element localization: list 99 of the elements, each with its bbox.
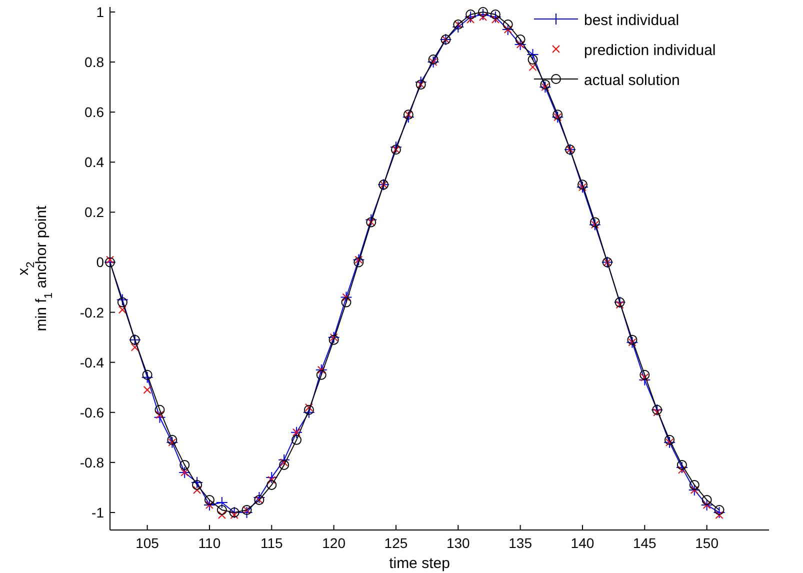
point	[341, 297, 352, 308]
point	[676, 460, 687, 470]
x-tick-label: 135	[508, 535, 532, 551]
y-tick-label: 0.2	[84, 204, 104, 220]
y-tick-label: -0.2	[80, 304, 104, 320]
point	[477, 8, 490, 21]
point	[304, 403, 313, 412]
x-tick-label: 105	[136, 535, 160, 551]
point	[154, 404, 165, 415]
point	[640, 370, 650, 380]
point	[715, 510, 724, 519]
point	[268, 476, 276, 484]
point	[116, 294, 128, 306]
point	[354, 257, 364, 268]
point	[292, 434, 302, 445]
point	[141, 371, 154, 384]
point	[464, 11, 477, 24]
point	[526, 48, 539, 61]
point	[193, 486, 202, 494]
x-tick-label: 150	[695, 535, 719, 551]
point	[253, 491, 266, 504]
point	[216, 496, 228, 508]
x-tick-label: 125	[384, 535, 408, 551]
x-tick-label: 140	[570, 535, 594, 551]
point	[316, 370, 326, 380]
point	[590, 217, 600, 228]
point	[142, 370, 152, 380]
point	[490, 10, 500, 20]
point	[428, 54, 438, 65]
x-tick-label: 110	[198, 535, 221, 551]
point	[702, 494, 712, 505]
point	[302, 406, 315, 418]
point	[328, 334, 339, 345]
point	[466, 10, 476, 20]
point	[390, 141, 402, 154]
point	[279, 460, 290, 470]
point	[676, 461, 688, 474]
y-tick-label: -0.8	[80, 454, 104, 470]
x-tick-label: 120	[322, 535, 346, 551]
y-tick-label: 0.8	[84, 54, 104, 70]
point	[466, 16, 475, 24]
point	[528, 54, 538, 65]
x-tick-label: 115	[260, 535, 284, 551]
point	[204, 494, 214, 505]
point	[117, 297, 128, 308]
point	[266, 471, 278, 484]
point	[278, 454, 290, 466]
point	[479, 13, 488, 22]
point	[502, 20, 513, 30]
point	[452, 21, 464, 34]
point	[577, 180, 588, 190]
point	[266, 480, 277, 490]
point	[218, 510, 226, 519]
x-tick-label: 130	[446, 535, 470, 551]
point	[627, 334, 638, 345]
point	[678, 466, 686, 474]
y-tick-label: 1	[96, 4, 104, 20]
point	[664, 434, 675, 445]
point	[156, 410, 164, 419]
legend-label: best individual	[584, 12, 680, 29]
point	[653, 408, 662, 416]
point	[689, 480, 700, 490]
point	[280, 458, 288, 466]
y-tick-label: -0.6	[80, 404, 104, 420]
point	[616, 300, 624, 309]
point	[552, 110, 563, 120]
point	[191, 476, 204, 488]
legend-label: prediction individual	[584, 42, 716, 59]
point	[414, 76, 427, 88]
x-tick-label: 145	[632, 535, 657, 551]
point	[640, 373, 649, 382]
point	[180, 460, 190, 470]
point	[491, 16, 500, 24]
point	[528, 63, 537, 72]
point	[365, 214, 378, 226]
point	[714, 504, 724, 515]
point	[118, 306, 126, 314]
point	[216, 504, 227, 515]
y-tick-label: -1	[92, 504, 104, 520]
point	[230, 510, 238, 519]
point	[540, 80, 550, 90]
point	[167, 434, 178, 445]
y-tick-label: -0.4	[80, 354, 104, 370]
point	[304, 404, 314, 415]
y-tick-label: 0.4	[84, 154, 104, 170]
legend-label: actual solution	[584, 72, 680, 89]
point	[489, 11, 502, 24]
point	[143, 386, 152, 394]
x-axis-title: time step	[389, 555, 450, 572]
point	[402, 111, 414, 124]
y-tick-label: 0	[96, 254, 104, 270]
point	[192, 480, 202, 490]
point	[154, 411, 166, 424]
point	[515, 34, 526, 45]
y-tick-label: 0.6	[84, 104, 104, 120]
point	[478, 7, 488, 18]
point	[638, 374, 651, 386]
point	[713, 506, 726, 518]
point	[130, 343, 139, 352]
